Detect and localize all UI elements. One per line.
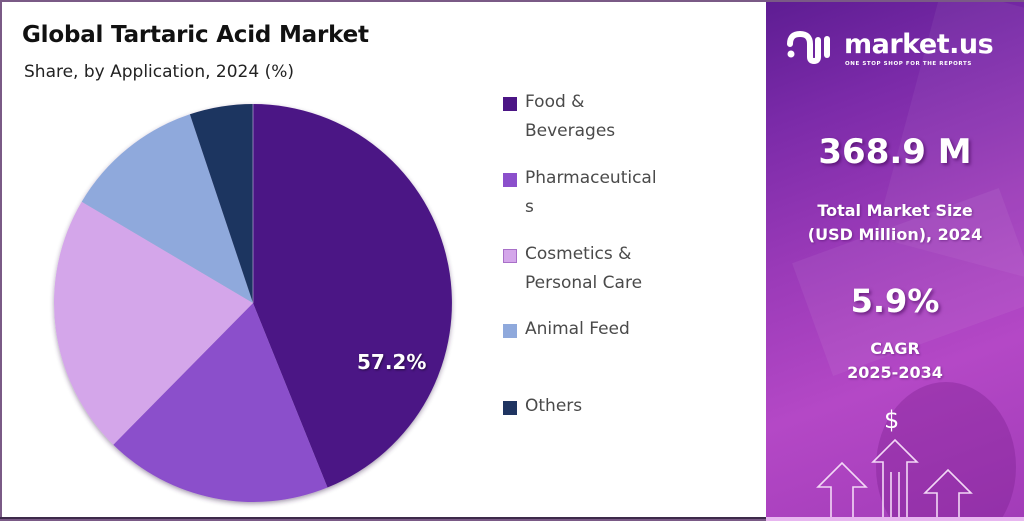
bottom-accent xyxy=(766,517,1024,521)
pie-slice-cosmetics-personal-care xyxy=(53,201,254,445)
legend-swatch-others xyxy=(503,401,517,415)
market-size-value: 368.9 M xyxy=(818,132,972,172)
dollar-icon: $ xyxy=(884,406,900,434)
pie-slice-pharmaceuticals xyxy=(113,303,328,502)
legend-swatch-animal-feed xyxy=(503,324,517,338)
market-us-logo-icon xyxy=(787,30,830,64)
legend-swatch-cosmetics xyxy=(503,249,517,263)
pie-slice-food-beverages xyxy=(253,104,452,488)
legend-label: Cosmetics & xyxy=(525,244,632,264)
brand-logo: market.us ONE STOP SHOP FOR THE REPORTS xyxy=(786,30,1006,80)
legend-swatch-pharmaceuticals xyxy=(503,173,517,187)
brand-tagline: ONE STOP SHOP FOR THE REPORTS xyxy=(845,61,972,67)
legend-label: Pharmaceutical xyxy=(525,168,657,188)
cagr-label: CAGR 2025-2034 xyxy=(847,339,943,382)
bottom-border xyxy=(0,517,1024,519)
legend-label: Food & xyxy=(525,92,585,112)
legend-label: Others xyxy=(525,396,583,416)
legend-label-cont: Beverages xyxy=(525,121,616,141)
market-size-label: Total Market Size (USD Million), 2024 xyxy=(807,201,983,244)
brand-name: market.us xyxy=(844,29,994,60)
pie-slice-animal-feed xyxy=(81,114,253,303)
legend-swatch-food-beverages xyxy=(503,97,517,111)
stats-panel: market.us ONE STOP SHOP FOR THE REPORTS … xyxy=(766,2,1024,517)
legend-label: Animal Feed xyxy=(525,319,630,339)
pie-chart: 57.2% xyxy=(40,92,470,517)
growth-arrows-icon xyxy=(816,438,973,517)
legend-label-cont: s xyxy=(525,197,534,217)
chart-subtitle: Share, by Application, 2024 (%) xyxy=(24,62,294,82)
food-beverages-share-label: 57.2% xyxy=(357,350,427,374)
legend-label-cont: Personal Care xyxy=(525,273,643,293)
chart-title: Global Tartaric Acid Market xyxy=(22,22,369,48)
pie-slice-others xyxy=(189,104,253,303)
cagr-value: 5.9% xyxy=(850,282,940,320)
